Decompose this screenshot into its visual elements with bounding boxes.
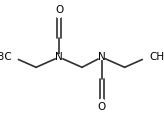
Text: N: N <box>98 52 106 62</box>
Circle shape <box>5 52 18 62</box>
Text: CH3: CH3 <box>149 52 164 62</box>
Text: H3C: H3C <box>0 52 11 62</box>
Circle shape <box>99 99 105 104</box>
Circle shape <box>99 55 105 59</box>
Circle shape <box>56 55 62 59</box>
Circle shape <box>143 52 155 62</box>
Text: N: N <box>55 52 63 62</box>
Circle shape <box>56 13 62 18</box>
Text: O: O <box>55 5 63 15</box>
Text: O: O <box>98 102 106 112</box>
